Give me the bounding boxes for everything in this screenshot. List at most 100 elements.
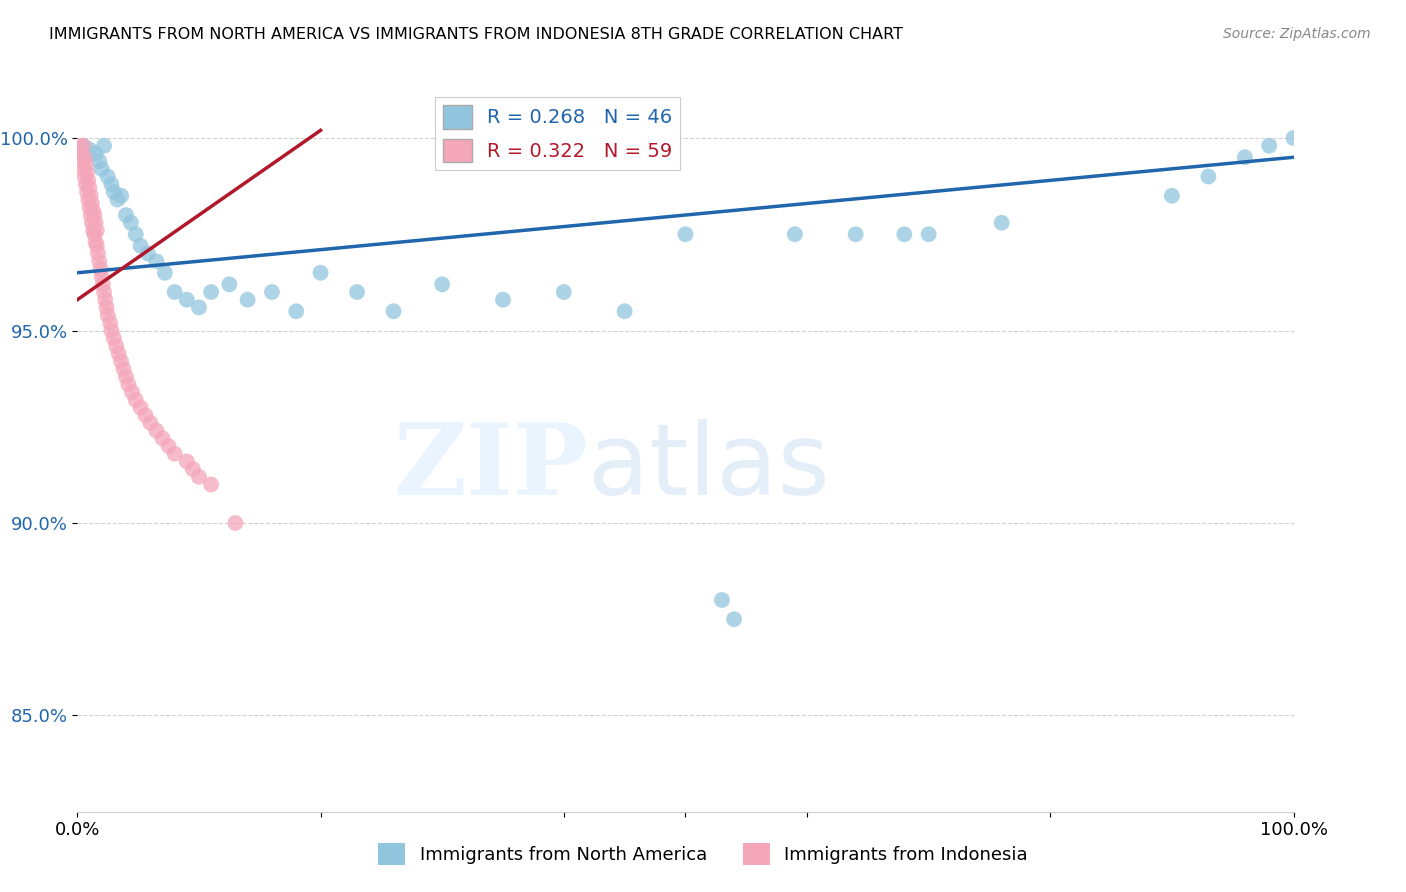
Point (176, 293, 198, 307)
Point (163, 285, 186, 299)
Point (218, 277, 240, 292)
Point (188, 470, 211, 484)
Point (153, 266, 176, 280)
Point (1197, 169, 1219, 184)
Point (90, 269, 112, 284)
Point (181, 462, 204, 476)
Point (103, 185, 125, 199)
Point (87, 246, 110, 260)
Point (89, 261, 111, 276)
Point (152, 431, 174, 445)
Point (188, 301, 211, 315)
Point (121, 385, 143, 400)
Point (75, 158, 97, 172)
Point (82, 223, 104, 237)
Point (90, 161, 112, 176)
Point (79, 181, 101, 195)
Point (76, 185, 98, 199)
Point (72, 138, 94, 153)
Point (710, 593, 733, 607)
Point (70, 146, 93, 161)
Point (69, 138, 91, 153)
Point (94, 293, 117, 307)
Point (157, 439, 180, 453)
Point (75, 178, 97, 192)
Point (84, 216, 107, 230)
Point (91, 277, 114, 292)
Point (82, 204, 104, 219)
Point (105, 339, 128, 353)
Point (72, 138, 94, 153)
Point (73, 169, 96, 184)
Point (129, 239, 152, 253)
Point (1233, 150, 1256, 164)
Point (98, 316, 121, 330)
Point (84, 235, 107, 249)
Point (675, 227, 697, 242)
Point (72, 161, 94, 176)
Legend: R = 0.268   N = 46, R = 0.322   N = 59: R = 0.268 N = 46, R = 0.322 N = 59 (434, 97, 681, 170)
Point (97, 169, 120, 184)
Point (84, 146, 107, 161)
Point (86, 223, 108, 237)
Point (80, 216, 103, 230)
Point (492, 293, 515, 307)
Point (80, 196, 103, 211)
Point (1282, 131, 1305, 145)
Point (200, 477, 222, 491)
Point (783, 227, 806, 242)
Point (430, 277, 453, 292)
Point (139, 416, 162, 430)
Point (93, 285, 115, 299)
Point (103, 331, 125, 345)
Point (110, 188, 132, 202)
Point (125, 392, 148, 407)
Point (723, 612, 745, 626)
Point (553, 285, 575, 299)
Point (89, 254, 111, 268)
Point (125, 227, 148, 242)
Point (224, 516, 246, 530)
Point (80, 188, 103, 202)
Point (346, 285, 368, 299)
Point (86, 239, 108, 253)
Point (79, 143, 101, 157)
Point (120, 216, 142, 230)
Point (97, 308, 120, 322)
Point (93, 138, 115, 153)
Point (107, 193, 129, 207)
Point (145, 254, 167, 268)
Point (918, 227, 941, 242)
Point (83, 208, 105, 222)
Point (76, 166, 98, 180)
Point (70, 154, 93, 169)
Point (77, 173, 100, 187)
Point (115, 208, 138, 222)
Point (382, 304, 405, 318)
Point (80, 208, 103, 222)
Point (285, 304, 308, 318)
Point (112, 362, 135, 376)
Point (136, 246, 159, 260)
Point (893, 227, 915, 242)
Point (89, 154, 111, 169)
Point (1258, 138, 1281, 153)
Text: IMMIGRANTS FROM NORTH AMERICA VS IMMIGRANTS FROM INDONESIA 8TH GRADE CORRELATION: IMMIGRANTS FROM NORTH AMERICA VS IMMIGRA… (49, 27, 903, 42)
Point (134, 408, 156, 422)
Point (260, 285, 283, 299)
Point (73, 150, 96, 164)
Point (145, 424, 167, 438)
Point (96, 301, 118, 315)
Point (990, 216, 1012, 230)
Point (176, 454, 198, 468)
Point (100, 178, 122, 192)
Point (79, 200, 101, 214)
Point (83, 227, 105, 242)
Point (309, 266, 332, 280)
Text: ZIP: ZIP (394, 419, 588, 516)
Text: atlas: atlas (588, 419, 830, 516)
Point (200, 285, 222, 299)
Point (100, 324, 122, 338)
Point (117, 377, 139, 392)
Point (110, 354, 132, 368)
